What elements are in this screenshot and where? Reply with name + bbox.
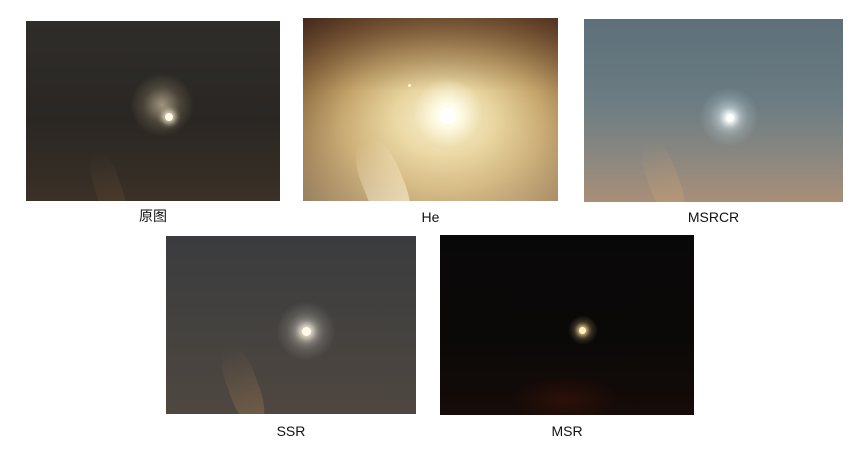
moon-glow <box>130 73 194 137</box>
caption-he: He <box>421 209 440 225</box>
light-streak <box>635 136 691 202</box>
ground-glow <box>510 375 620 415</box>
moon <box>579 327 586 334</box>
moon <box>440 108 456 124</box>
star <box>408 84 411 87</box>
light-streak <box>84 148 134 201</box>
photo-he <box>303 18 558 201</box>
moon <box>165 113 173 121</box>
light-streak <box>215 343 271 414</box>
photo-ssr <box>166 236 416 414</box>
caption-msr: MSR <box>551 423 583 439</box>
caption-original: 原图 <box>139 209 167 225</box>
photo-original <box>26 21 280 201</box>
caption-ssr: SSR <box>276 423 306 439</box>
moon <box>726 114 734 122</box>
photo-msrcr <box>584 19 843 202</box>
moon <box>302 327 311 336</box>
photo-msr <box>440 235 694 415</box>
caption-msrcr: MSRCR <box>687 209 740 225</box>
